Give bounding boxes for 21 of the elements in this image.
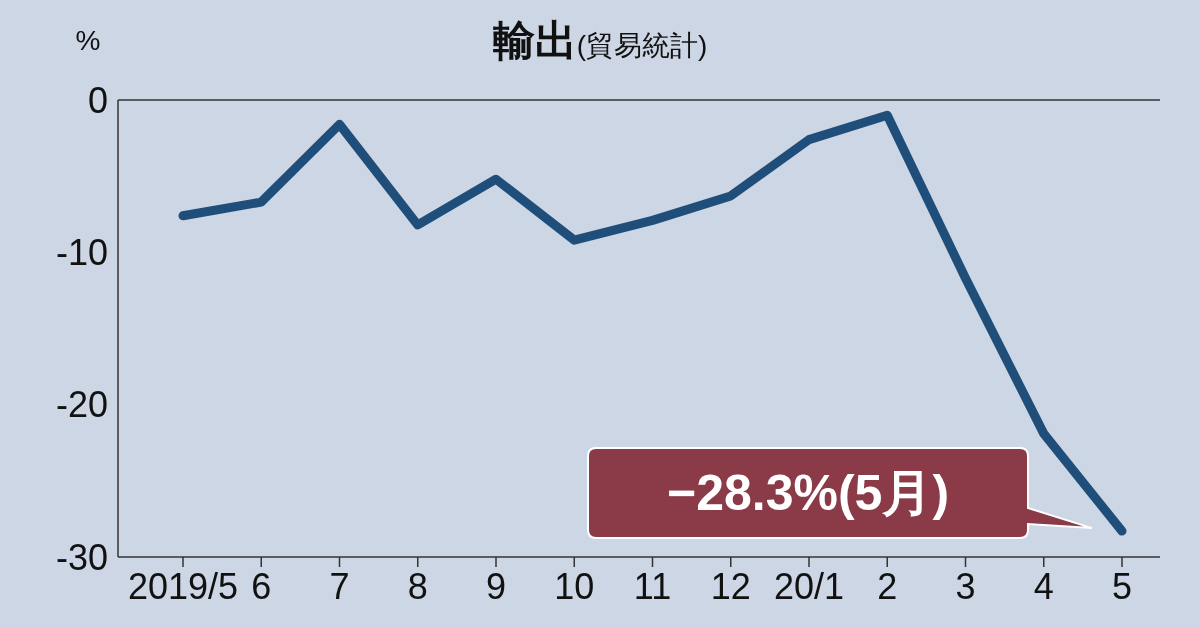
chart-subtitle: (貿易統計): [576, 30, 708, 61]
x-tick-label: 2019/5: [127, 566, 239, 607]
x-tick-label: 6: [251, 566, 272, 607]
y-tick-label: 0: [87, 79, 108, 121]
x-tick-label: 9: [485, 566, 507, 607]
x-tick-label: 12: [710, 566, 751, 607]
x-tick-label: 7: [329, 566, 350, 607]
x-tick-label: 3: [955, 566, 976, 607]
x-tick-label: 5: [1111, 566, 1133, 607]
x-tick-label: 20/1: [773, 566, 845, 607]
chart-title: 輸出: [492, 17, 577, 64]
x-tick-label: 11: [633, 566, 672, 607]
y-tick-label: -30: [55, 536, 108, 578]
x-tick-label: 2: [877, 566, 898, 607]
x-tick-label: 8: [407, 566, 428, 607]
y-axis-title: %: [75, 25, 101, 56]
annotation: −28.3%(5月): [666, 465, 950, 521]
x-tick-label: 10: [554, 566, 595, 607]
y-tick-label: -20: [55, 384, 108, 426]
x-tick-label: 4: [1033, 566, 1054, 607]
y-tick-label: -10: [55, 231, 108, 273]
